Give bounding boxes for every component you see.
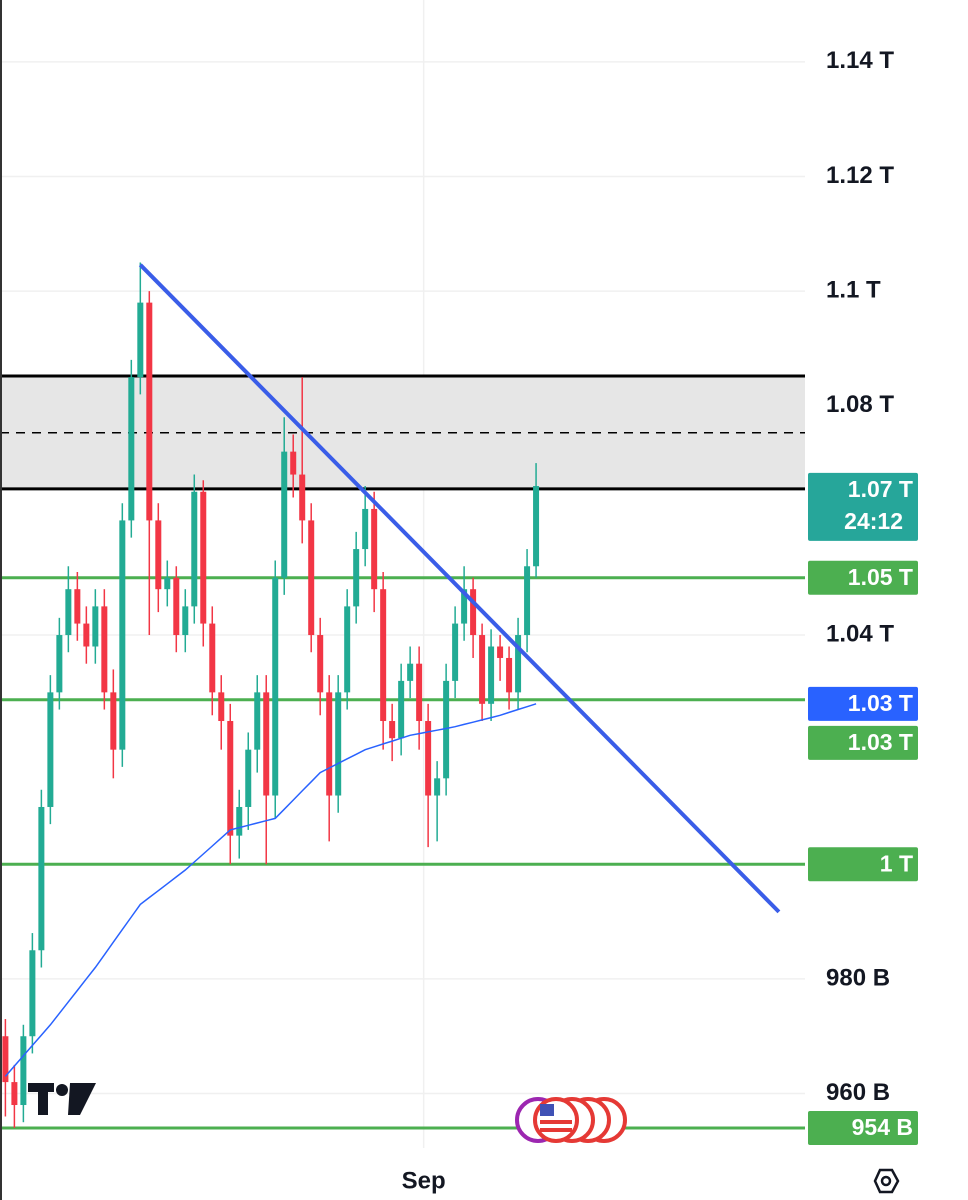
candle-body <box>128 377 135 521</box>
logo <box>28 1083 96 1115</box>
candle-body <box>83 623 90 647</box>
candles <box>2 262 540 1128</box>
candle-body <box>389 721 396 739</box>
candle-body <box>29 950 36 1037</box>
ma-label-box <box>808 686 918 721</box>
candle-body <box>155 520 162 590</box>
candle-body <box>524 566 531 636</box>
candle-body <box>146 302 153 521</box>
candle-body <box>308 520 315 636</box>
candle-body <box>281 451 288 578</box>
y-tick-label: 960 B <box>826 1079 890 1106</box>
price-axis: 1.14 T 1.12 T 1.1 T 1.08 T 1.04 T 980 B 960 B S… <box>402 47 918 1194</box>
candle-body <box>470 589 477 636</box>
moving-average <box>4 703 537 1077</box>
y-tick-label: 1.14 T <box>826 47 894 74</box>
candle-body <box>434 778 441 796</box>
candle-body <box>272 577 279 796</box>
last-price-text: 1.07 T <box>848 476 913 502</box>
candle-body <box>254 692 261 750</box>
candle-body <box>164 577 171 590</box>
candle-body <box>299 474 306 521</box>
level-label-box <box>808 847 918 882</box>
level-label-box <box>808 560 918 595</box>
level-label-text: 1.03 T <box>848 729 913 755</box>
candle-body <box>137 302 144 378</box>
event-icons <box>515 1097 627 1143</box>
candle-body <box>236 806 243 836</box>
candle-body <box>335 692 342 796</box>
candle-body <box>317 635 324 693</box>
levels <box>0 576 805 1130</box>
candle-body <box>110 692 117 750</box>
candle-body <box>443 680 450 779</box>
candle-body <box>371 508 378 590</box>
x-tick-label: Sep <box>402 1167 446 1194</box>
candle-body <box>56 635 63 693</box>
candle-body <box>74 589 81 624</box>
candle-body <box>425 721 432 796</box>
candle-body <box>191 491 198 607</box>
candle-body <box>218 692 225 722</box>
candle-body <box>380 589 387 722</box>
candle-body <box>200 491 207 624</box>
candle-body <box>362 508 369 550</box>
level-label-box <box>808 725 918 760</box>
candle-body <box>398 680 405 739</box>
y-tick-label: 980 B <box>826 964 890 991</box>
candle-body <box>533 486 540 567</box>
candle-body <box>11 1082 18 1106</box>
candle-body <box>101 606 108 693</box>
candle-body <box>2 1036 9 1083</box>
candle-body <box>497 646 504 658</box>
candle-body <box>479 635 486 704</box>
candle-body <box>65 589 72 636</box>
candle-body <box>461 589 468 624</box>
candle-body <box>488 646 495 704</box>
settings-icon[interactable] <box>873 1168 900 1194</box>
candle-body <box>263 692 270 796</box>
candle-body <box>407 663 414 681</box>
y-tick-label: 1.12 T <box>826 162 894 189</box>
candle-body <box>290 451 297 475</box>
level-label-text: 1.05 T <box>848 564 913 590</box>
candle-body <box>326 692 333 796</box>
level-label-text: 1 T <box>880 850 913 876</box>
last-price-box <box>808 472 918 541</box>
candle-body <box>182 606 189 636</box>
candle-body <box>344 606 351 693</box>
candle-body <box>452 623 459 681</box>
candle-body <box>119 520 126 750</box>
y-tick-label: 1.1 T <box>826 276 881 303</box>
candle-body <box>47 692 54 807</box>
candle-body <box>20 1036 27 1106</box>
candle-body <box>38 806 45 951</box>
countdown-text: 24:12 <box>844 508 903 534</box>
candle-body <box>173 577 180 636</box>
trendline <box>138 263 781 914</box>
candle-body <box>506 657 513 693</box>
candle-body <box>227 721 234 836</box>
candle-body <box>416 663 423 722</box>
overlays <box>4 263 781 1077</box>
level-label-text: 954 B <box>852 1114 913 1140</box>
candle-body <box>92 606 99 647</box>
candle-body <box>209 623 216 693</box>
frame-border <box>0 0 2 1200</box>
y-tick-label: 1.08 T <box>826 391 894 418</box>
candle-body <box>515 635 522 693</box>
level-label-box <box>808 1110 918 1145</box>
y-tick-label: 1.04 T <box>826 620 894 647</box>
zone <box>0 374 805 491</box>
ma-label-text: 1.03 T <box>848 690 913 716</box>
candle-body <box>245 749 252 807</box>
candle-body <box>353 549 360 607</box>
